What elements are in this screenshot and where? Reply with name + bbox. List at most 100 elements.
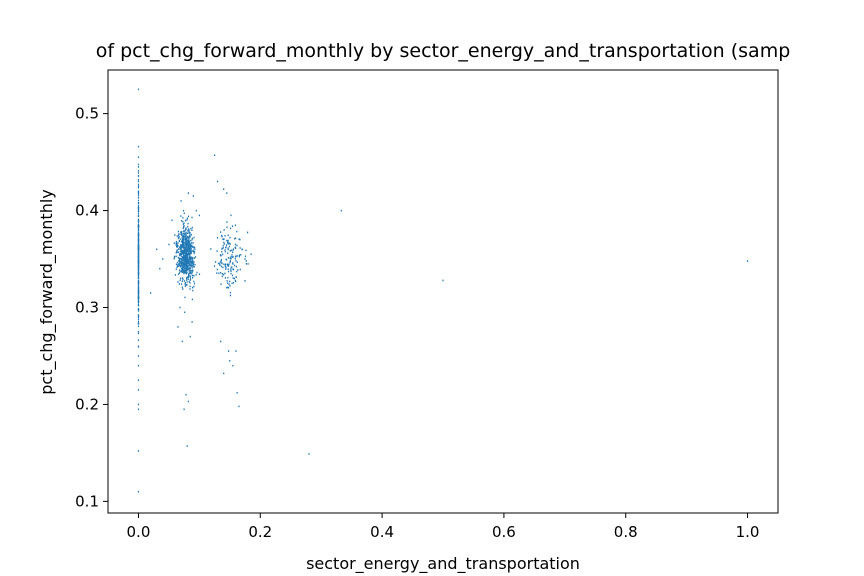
data-point bbox=[175, 244, 177, 247]
x-tick-label: 0.4 bbox=[370, 523, 394, 541]
data-point bbox=[442, 279, 444, 282]
data-point bbox=[137, 163, 140, 166]
data-point bbox=[186, 277, 188, 280]
data-point bbox=[190, 260, 192, 263]
data-point bbox=[234, 257, 236, 260]
data-point bbox=[184, 296, 186, 299]
data-point bbox=[196, 271, 198, 274]
data-point bbox=[176, 235, 178, 237]
data-point bbox=[185, 228, 187, 231]
data-point bbox=[137, 274, 140, 276]
data-point bbox=[238, 254, 240, 257]
data-point bbox=[187, 249, 189, 252]
data-point bbox=[193, 263, 195, 265]
data-point bbox=[222, 238, 224, 241]
data-point bbox=[191, 267, 193, 269]
data-point bbox=[189, 269, 191, 271]
data-point bbox=[227, 247, 229, 250]
data-point bbox=[227, 282, 229, 284]
data-point bbox=[186, 256, 188, 259]
data-point bbox=[219, 263, 221, 265]
data-point bbox=[137, 256, 140, 259]
data-point bbox=[191, 272, 193, 274]
data-point bbox=[190, 256, 192, 259]
data-point bbox=[177, 237, 179, 240]
data-point bbox=[175, 268, 177, 270]
data-point bbox=[137, 289, 140, 292]
y-tick-label: 0.5 bbox=[75, 105, 99, 123]
data-point bbox=[241, 248, 243, 251]
data-point bbox=[177, 273, 180, 275]
data-point bbox=[247, 263, 249, 265]
data-point bbox=[225, 266, 227, 269]
data-point bbox=[185, 261, 187, 263]
data-point bbox=[183, 269, 186, 272]
data-point bbox=[185, 241, 187, 243]
data-point bbox=[187, 264, 189, 267]
data-point bbox=[175, 251, 177, 254]
data-point bbox=[180, 267, 183, 270]
data-point bbox=[137, 320, 140, 323]
data-point bbox=[137, 300, 140, 302]
data-point bbox=[186, 237, 188, 239]
data-point bbox=[189, 255, 191, 258]
data-point bbox=[137, 301, 140, 304]
data-point bbox=[191, 298, 193, 301]
data-point bbox=[186, 253, 188, 256]
data-point bbox=[180, 270, 182, 272]
data-point bbox=[228, 263, 230, 266]
data-point bbox=[185, 270, 187, 272]
data-point bbox=[192, 242, 194, 244]
data-point bbox=[180, 283, 183, 285]
data-point bbox=[176, 243, 178, 246]
data-point bbox=[198, 214, 200, 217]
data-point bbox=[190, 252, 192, 255]
data-point bbox=[185, 231, 187, 234]
data-point bbox=[185, 393, 187, 396]
data-point bbox=[137, 215, 140, 217]
data-point bbox=[190, 264, 192, 266]
data-point bbox=[234, 246, 236, 248]
data-point bbox=[137, 339, 140, 341]
data-point bbox=[179, 238, 181, 240]
data-point bbox=[137, 231, 140, 234]
plot-frame bbox=[107, 69, 779, 514]
data-point bbox=[193, 285, 195, 288]
data-point bbox=[231, 225, 234, 227]
data-point bbox=[188, 247, 190, 250]
data-point bbox=[181, 230, 183, 233]
data-point bbox=[226, 192, 228, 194]
data-point bbox=[224, 277, 226, 279]
data-point bbox=[182, 277, 184, 279]
data-point bbox=[229, 236, 231, 239]
data-point bbox=[183, 235, 185, 238]
data-point bbox=[137, 275, 140, 278]
data-point bbox=[182, 220, 184, 223]
data-point bbox=[220, 340, 222, 343]
data-point bbox=[244, 255, 247, 258]
data-point bbox=[137, 240, 140, 243]
data-point bbox=[181, 251, 183, 254]
data-point bbox=[185, 242, 187, 244]
data-point bbox=[183, 261, 185, 264]
data-point bbox=[177, 230, 179, 233]
data-point bbox=[185, 272, 187, 275]
y-tick-label: 0.1 bbox=[75, 492, 99, 510]
data-point bbox=[186, 217, 188, 220]
data-point bbox=[188, 251, 190, 254]
data-point bbox=[234, 237, 236, 240]
data-point bbox=[178, 260, 181, 262]
data-point bbox=[189, 249, 191, 252]
data-point bbox=[183, 232, 185, 235]
data-point bbox=[244, 280, 246, 282]
data-point bbox=[194, 248, 196, 251]
data-point bbox=[184, 258, 186, 261]
data-point bbox=[183, 254, 185, 257]
data-point bbox=[184, 282, 186, 284]
data-point bbox=[233, 277, 235, 280]
data-point bbox=[177, 248, 180, 250]
data-point bbox=[179, 254, 181, 257]
data-point bbox=[189, 275, 191, 278]
data-point bbox=[184, 250, 186, 252]
data-point bbox=[180, 249, 182, 252]
